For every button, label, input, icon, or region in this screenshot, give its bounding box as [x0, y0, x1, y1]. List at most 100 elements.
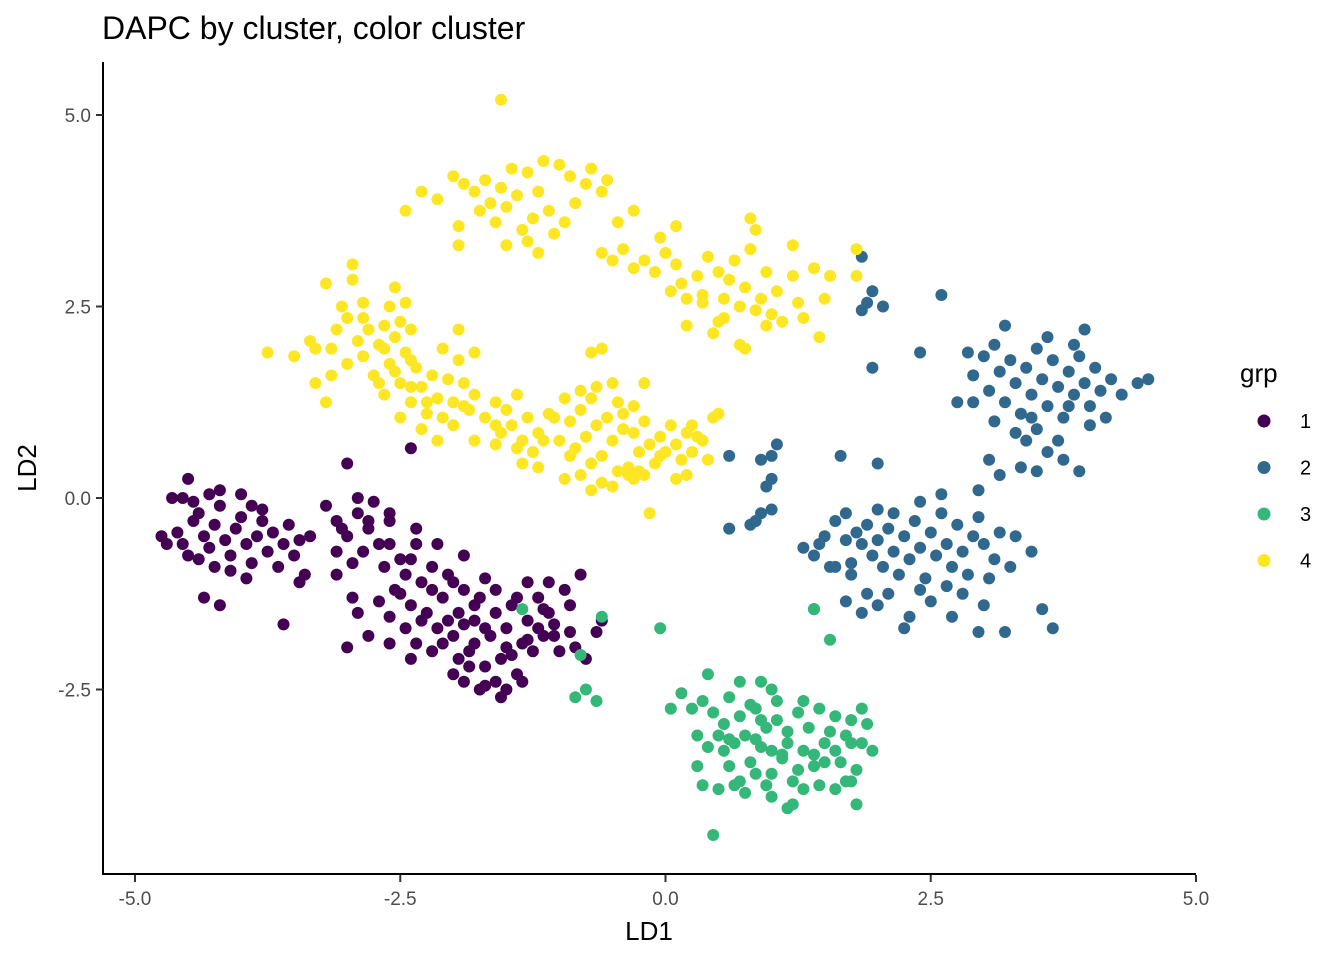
point-series-3-52 [739, 786, 752, 799]
point-series-4-70 [749, 223, 762, 236]
point-series-1-92 [351, 606, 364, 619]
point-series-2-99 [956, 545, 969, 558]
point-series-4-192 [388, 365, 401, 378]
point-series-3-12 [765, 683, 778, 696]
point-series-1-65 [431, 622, 444, 635]
point-series-2-106 [1004, 560, 1017, 573]
point-series-1-78 [500, 622, 513, 635]
point-series-4-91 [357, 296, 370, 309]
point-series-1-8 [213, 499, 226, 512]
point-series-4-48 [691, 269, 704, 282]
point-series-1-96 [394, 587, 407, 600]
point-series-1-0 [171, 526, 184, 539]
series-3 [516, 603, 879, 841]
point-series-3-39 [834, 756, 847, 769]
point-series-2-132 [983, 572, 996, 585]
point-series-4-185 [420, 396, 433, 409]
point-series-4-1 [399, 204, 412, 217]
point-series-4-63 [776, 315, 789, 328]
point-series-4-45 [670, 258, 683, 271]
point-series-1-112 [505, 649, 518, 661]
point-series-4-163 [558, 472, 571, 485]
point-series-2-57 [1062, 400, 1075, 413]
point-series-4-56 [739, 281, 752, 294]
point-series-3-49 [712, 783, 725, 796]
point-series-2-73 [808, 549, 820, 562]
point-series-1-38 [224, 564, 237, 577]
point-series-4-184 [404, 380, 417, 393]
point-series-4-120 [452, 354, 465, 367]
point-series-1-5 [198, 530, 210, 543]
legend-label-3: 3 [1300, 504, 1311, 526]
point-series-4-34 [500, 239, 513, 252]
point-series-4-210 [516, 457, 529, 470]
point-series-2-95 [935, 507, 948, 520]
point-series-4-75 [786, 239, 799, 252]
point-series-2-88 [898, 530, 911, 543]
point-series-3-34 [808, 760, 820, 773]
point-series-4-109 [394, 377, 407, 390]
point-series-4-175 [670, 472, 683, 485]
point-series-1-50 [351, 507, 364, 520]
point-series-4-6 [452, 220, 465, 233]
point-series-4-214 [691, 430, 704, 443]
point-series-2-26 [1062, 365, 1075, 378]
point-series-1-6 [203, 541, 216, 554]
legend-label-1: 1 [1300, 411, 1311, 433]
point-series-1-25 [304, 530, 317, 543]
point-series-3-62 [781, 802, 794, 815]
point-series-2-136 [813, 538, 826, 550]
point-series-3-8 [824, 633, 836, 646]
point-series-4-134 [553, 434, 566, 447]
point-series-1-142 [542, 576, 555, 589]
point-series-4-99 [325, 342, 338, 355]
point-series-4-46 [675, 277, 688, 290]
point-series-4-135 [558, 392, 571, 405]
point-series-1-39 [240, 572, 253, 585]
point-series-2-13 [993, 365, 1006, 378]
point-series-2-40 [1078, 323, 1091, 336]
point-series-2-20 [1030, 342, 1043, 355]
point-series-4-78 [824, 269, 836, 282]
point-series-1-94 [373, 595, 385, 608]
point-series-3-5 [590, 695, 603, 707]
point-series-2-21 [1036, 373, 1049, 386]
point-series-3-29 [781, 725, 794, 738]
point-series-1-44 [187, 495, 200, 508]
point-series-2-116 [898, 622, 911, 635]
point-series-2-22 [1041, 400, 1054, 413]
point-series-4-172 [611, 465, 624, 478]
point-series-4-86 [261, 346, 274, 359]
point-series-3-73 [781, 737, 794, 750]
y-tick-label-2: 0.0 [65, 489, 91, 510]
point-series-4-62 [770, 285, 783, 298]
point-series-2-111 [999, 626, 1011, 638]
point-series-3-10 [733, 675, 746, 688]
point-series-1-9 [219, 534, 232, 547]
point-series-4-50 [701, 250, 714, 263]
point-series-3-64 [664, 702, 677, 715]
point-series-2-14 [999, 396, 1011, 409]
point-series-1-127 [447, 576, 460, 589]
point-series-4-61 [765, 308, 778, 321]
point-series-2-33 [1105, 373, 1118, 386]
point-series-4-145 [611, 396, 624, 409]
point-series-1-37 [213, 599, 226, 612]
point-series-2-30 [1083, 400, 1096, 413]
point-series-4-13 [495, 181, 507, 194]
point-series-3-61 [850, 798, 863, 811]
point-series-4-68 [818, 292, 831, 305]
point-series-2-100 [961, 568, 974, 581]
point-series-4-176 [680, 469, 693, 481]
point-series-1-118 [564, 626, 576, 638]
point-series-1-147 [574, 568, 587, 581]
point-series-1-83 [526, 645, 539, 658]
point-series-2-85 [882, 522, 895, 535]
point-series-1-130 [383, 538, 396, 550]
point-series-2-94 [930, 549, 943, 562]
point-series-2-34 [1115, 388, 1128, 401]
point-series-4-166 [606, 480, 619, 493]
point-series-4-10 [479, 174, 492, 187]
point-series-2-55 [1083, 419, 1096, 432]
point-series-3-66 [765, 744, 778, 757]
